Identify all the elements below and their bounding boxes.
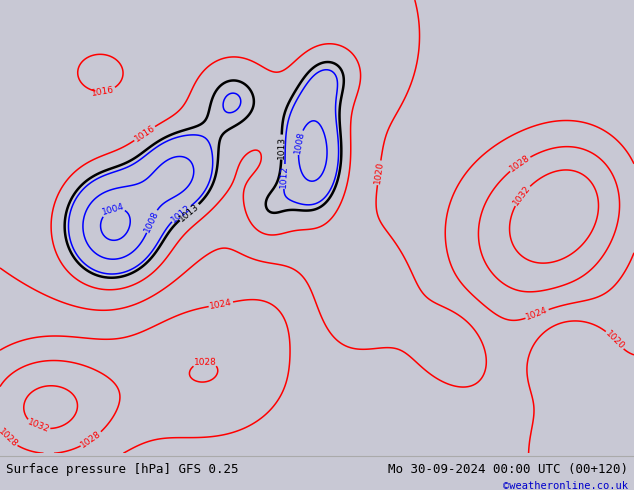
Text: 1028: 1028 bbox=[508, 153, 532, 174]
Text: 1012: 1012 bbox=[280, 165, 290, 188]
Text: 1016: 1016 bbox=[91, 85, 115, 98]
Text: 1028: 1028 bbox=[79, 429, 103, 450]
Text: 1024: 1024 bbox=[525, 306, 549, 322]
Text: 1013: 1013 bbox=[178, 201, 201, 223]
Text: Mo 30-09-2024 00:00 UTC (00+120): Mo 30-09-2024 00:00 UTC (00+120) bbox=[387, 463, 628, 476]
Text: 1020: 1020 bbox=[373, 161, 385, 185]
Text: ©weatheronline.co.uk: ©weatheronline.co.uk bbox=[503, 481, 628, 490]
Text: 1032: 1032 bbox=[512, 184, 533, 207]
Text: 1024: 1024 bbox=[209, 298, 233, 311]
Text: 1004: 1004 bbox=[101, 202, 125, 217]
Text: 1008: 1008 bbox=[293, 130, 306, 155]
Text: 1013: 1013 bbox=[277, 135, 287, 159]
Text: 1020: 1020 bbox=[604, 329, 626, 351]
Text: Surface pressure [hPa] GFS 0.25: Surface pressure [hPa] GFS 0.25 bbox=[6, 463, 239, 476]
Text: 1008: 1008 bbox=[143, 209, 160, 234]
Text: 1032: 1032 bbox=[26, 418, 51, 435]
Text: 1012: 1012 bbox=[169, 203, 193, 224]
Text: 1016: 1016 bbox=[133, 123, 157, 144]
Text: 1028: 1028 bbox=[0, 427, 19, 449]
Text: 1028: 1028 bbox=[193, 357, 216, 367]
